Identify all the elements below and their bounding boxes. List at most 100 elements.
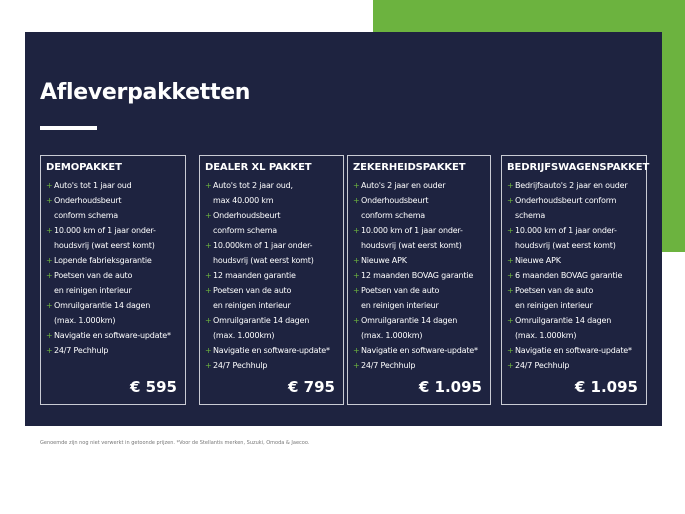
feature-text: schema — [515, 211, 546, 220]
feature-text: 12 maanden garantie — [213, 271, 296, 280]
plus-icon: + — [507, 286, 514, 295]
feature-text: 6 maanden BOVAG garantie — [515, 271, 623, 280]
package-feature: +Poetsen van de auto — [353, 283, 485, 298]
package-feature: +10.000 km of 1 jaar onder- — [507, 223, 641, 238]
feature-text: 24/7 Pechhulp — [361, 361, 416, 370]
footnote: Genoemde zijn nog niet verwerkt in getoo… — [40, 440, 310, 446]
package-feature: +Onderhoudsbeurt conform — [507, 193, 641, 208]
package-feature: +Auto's tot 1 jaar oud — [46, 178, 180, 193]
plus-icon: + — [353, 271, 360, 280]
package-price: € 795 — [288, 378, 335, 396]
feature-text: en reinigen interieur — [361, 301, 439, 310]
feature-text: (max. 1.000km) — [515, 331, 577, 340]
feature-text: Omruilgarantie 14 dagen — [54, 301, 151, 310]
package-feature: conform schema — [353, 208, 485, 223]
package-feature: +Auto's tot 2 jaar oud, — [205, 178, 338, 193]
package-feature: +Nieuwe APK — [507, 253, 641, 268]
package-price: € 595 — [130, 378, 177, 396]
package-feature: houdsvrij (wat eerst komt) — [507, 238, 641, 253]
feature-text: Onderhoudsbeurt conform — [515, 196, 617, 205]
feature-text: Omruilgarantie 14 dagen — [515, 316, 612, 325]
page-title: Afleverpakketten — [40, 80, 251, 105]
package-name: ZEKERHEIDSPAKKET — [353, 162, 466, 173]
package-feature: +24/7 Pechhulp — [46, 343, 180, 358]
feature-text: Auto's tot 1 jaar oud — [54, 181, 132, 190]
package-feature: +Onderhoudsbeurt — [205, 208, 338, 223]
feature-text: (max. 1.000km) — [361, 331, 423, 340]
package-feature: en reinigen interieur — [46, 283, 180, 298]
feature-text: Onderhoudsbeurt — [54, 196, 122, 205]
plus-icon: + — [46, 346, 53, 355]
plus-icon: + — [205, 241, 212, 250]
feature-text: (max. 1.000km) — [54, 316, 116, 325]
feature-text: Poetsen van de auto — [515, 286, 594, 295]
package-feature: +6 maanden BOVAG garantie — [507, 268, 641, 283]
feature-text: Omruilgarantie 14 dagen — [213, 316, 310, 325]
package-feature: +Navigatie en software-update* — [507, 343, 641, 358]
package-card: ZEKERHEIDSPAKKET +Auto's 2 jaar en ouder +… — [347, 155, 491, 405]
feature-text: conform schema — [213, 226, 278, 235]
plus-icon: + — [46, 256, 53, 265]
feature-text: houdsvrij (wat eerst komt) — [54, 241, 155, 250]
package-feature: houdsvrij (wat eerst komt) — [205, 253, 338, 268]
package-feature: +Omruilgarantie 14 dagen — [353, 313, 485, 328]
package-feature: houdsvrij (wat eerst komt) — [46, 238, 180, 253]
feature-text: Onderhoudsbeurt — [213, 211, 281, 220]
package-feature: +Omruilgarantie 14 dagen — [46, 298, 180, 313]
package-feature: conform schema — [46, 208, 180, 223]
package-feature: +24/7 Pechhulp — [353, 358, 485, 373]
feature-text: houdsvrij (wat eerst komt) — [213, 256, 314, 265]
feature-text: conform schema — [54, 211, 119, 220]
package-feature: +24/7 Pechhulp — [507, 358, 641, 373]
package-feature: +10.000 km of 1 jaar onder- — [46, 223, 180, 238]
feature-text: Onderhoudsbeurt — [361, 196, 429, 205]
plus-icon: + — [205, 346, 212, 355]
package-feature: +Onderhoudsbeurt — [46, 193, 180, 208]
package-price: € 1.095 — [418, 378, 482, 396]
plus-icon: + — [353, 316, 360, 325]
feature-text: Omruilgarantie 14 dagen — [361, 316, 458, 325]
package-feature: (max. 1.000km) — [205, 328, 338, 343]
package-feature: +Poetsen van de auto — [205, 283, 338, 298]
package-name: DEMOPAKKET — [46, 162, 122, 173]
package-feature: +Auto's 2 jaar en ouder — [353, 178, 485, 193]
feature-text: (max. 1.000km) — [213, 331, 275, 340]
feature-text: houdsvrij (wat eerst komt) — [361, 241, 462, 250]
feature-text: Poetsen van de auto — [213, 286, 292, 295]
feature-text: 24/7 Pechhulp — [213, 361, 268, 370]
plus-icon: + — [205, 181, 212, 190]
feature-text: 24/7 Pechhulp — [54, 346, 109, 355]
package-feature: max 40.000 km — [205, 193, 338, 208]
package-feature: en reinigen interieur — [353, 298, 485, 313]
plus-icon: + — [205, 361, 212, 370]
feature-text: en reinigen interieur — [515, 301, 593, 310]
feature-text: Bedrijfsauto's 2 jaar en ouder — [515, 181, 628, 190]
package-feature: (max. 1.000km) — [46, 313, 180, 328]
package-card: DEMOPAKKET +Auto's tot 1 jaar oud +Onderho… — [40, 155, 186, 405]
package-name: DEALER XL PAKKET — [205, 162, 312, 173]
package-feature: +Poetsen van de auto — [46, 268, 180, 283]
feature-text: 12 maanden BOVAG garantie — [361, 271, 474, 280]
plus-icon: + — [507, 226, 514, 235]
package-feature: (max. 1.000km) — [353, 328, 485, 343]
feature-text: Poetsen van de auto — [361, 286, 440, 295]
plus-icon: + — [46, 271, 53, 280]
feature-text: Navigatie en software-update* — [361, 346, 478, 355]
feature-text: Poetsen van de auto — [54, 271, 133, 280]
package-name: BEDRIJFSWAGENSPAKKET — [507, 162, 650, 173]
package-card: BEDRIJFSWAGENSPAKKET + Bedrijfsauto's 2 ja… — [501, 155, 650, 405]
plus-icon: + — [507, 346, 514, 355]
plus-icon: + — [353, 361, 360, 370]
plus-icon: + — [46, 331, 53, 340]
package-feature: en reinigen interieur — [507, 298, 641, 313]
plus-icon: + — [507, 271, 514, 280]
package-feature: +12 maanden BOVAG garantie — [353, 268, 485, 283]
feature-text: 24/7 Pechhulp — [515, 361, 570, 370]
plus-icon: + — [507, 361, 514, 370]
package-feature: +12 maanden garantie — [205, 268, 338, 283]
plus-icon: + — [46, 226, 53, 235]
package-card: DEALER XL PAKKET +Auto's tot 2 jaar oud, m… — [199, 155, 344, 405]
feature-text: en reinigen interieur — [54, 286, 132, 295]
plus-icon: + — [353, 226, 360, 235]
feature-text: Nieuwe APK — [361, 256, 407, 265]
